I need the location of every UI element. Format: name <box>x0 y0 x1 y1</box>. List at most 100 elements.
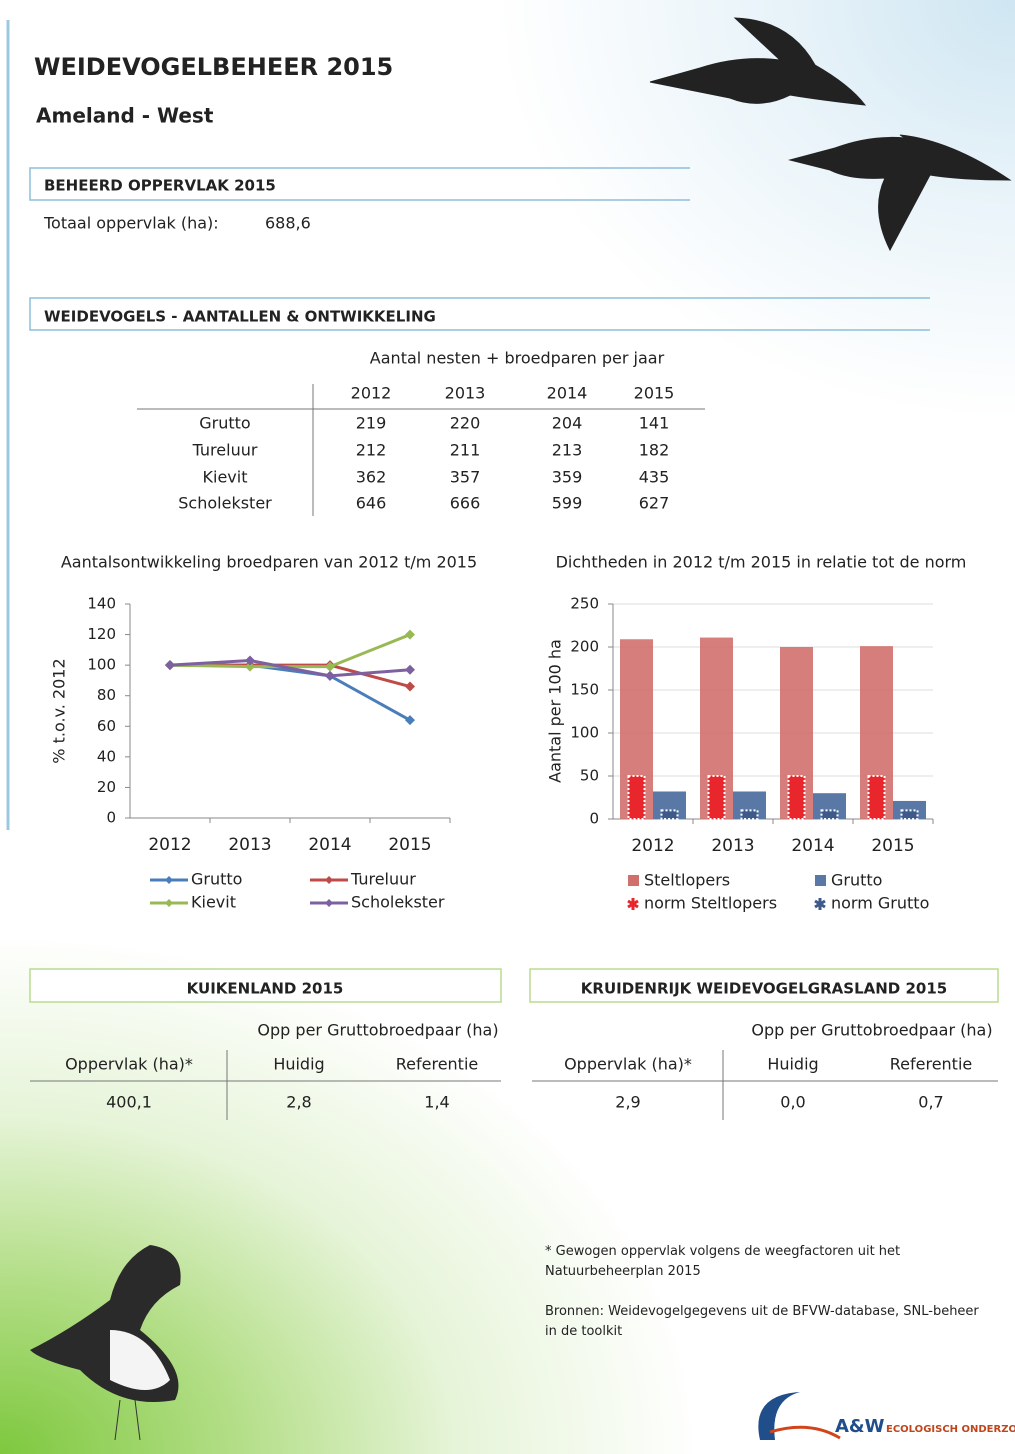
axis-label: Aantal per 100 ha <box>546 639 565 783</box>
field-label: Totaal oppervlak (ha): <box>43 214 219 233</box>
bird-illustration <box>30 1180 181 1441</box>
y-tick-label: 0 <box>589 810 599 828</box>
section-box <box>529 968 999 1003</box>
column-header: Referentie <box>396 1055 479 1074</box>
y-tick-label: 60 <box>97 717 116 735</box>
y-tick-label: 120 <box>87 625 116 643</box>
y-tick-label: 200 <box>570 638 599 656</box>
bar <box>820 809 839 821</box>
point <box>325 670 335 681</box>
legend-swatch <box>627 898 639 910</box>
section-box <box>29 968 502 1003</box>
point <box>405 629 415 640</box>
column-header: Huidig <box>767 1055 818 1074</box>
cell: 646 <box>356 494 387 513</box>
cell: 599 <box>552 494 583 513</box>
y-tick-label: 0 <box>106 809 116 827</box>
footnote: * Gewogen oppervlak volgens de weegfacto… <box>545 1244 901 1279</box>
y-tick-label: 140 <box>87 595 116 613</box>
legend-label: norm Grutto <box>831 894 929 913</box>
column-header: 2013 <box>445 384 486 403</box>
legend-swatch <box>325 876 333 884</box>
bar <box>787 775 806 820</box>
cell: 2,8 <box>286 1093 311 1112</box>
x-tick-label: 2014 <box>308 835 351 855</box>
legend-label: Tureluur <box>350 870 416 889</box>
cell: 0,7 <box>918 1093 943 1112</box>
cell: 204 <box>552 414 583 433</box>
column-header: Huidig <box>273 1055 324 1074</box>
legend-label: Kievit <box>191 893 236 912</box>
column-header: 2015 <box>634 384 675 403</box>
point <box>325 661 335 672</box>
y-tick-label: 100 <box>87 656 116 674</box>
cell: 362 <box>356 468 387 487</box>
x-tick-label: 2015 <box>388 835 431 855</box>
x-tick-label: 2014 <box>791 836 834 856</box>
x-tick-label: 2012 <box>631 836 674 856</box>
title: WEIDEVOGELBEHEER 2015 <box>34 53 393 81</box>
x-tick-label: 2012 <box>148 835 191 855</box>
cell: 219 <box>356 414 387 433</box>
point <box>245 655 255 666</box>
cell: 182 <box>639 441 670 460</box>
legend-label: norm Steltlopers <box>644 894 777 913</box>
point <box>405 681 415 692</box>
cell: 211 <box>450 441 481 460</box>
line-series <box>169 633 411 669</box>
legend-label: Grutto <box>831 871 882 890</box>
legend-label: Grutto <box>191 870 242 889</box>
cell: 2,9 <box>615 1093 640 1112</box>
field-value: 688,6 <box>265 214 311 233</box>
section-heading: KRUIDENRIJK WEIDEVOGELGRASLAND 2015 <box>581 980 947 998</box>
section-heading: BEHEERD OPPERVLAK 2015 <box>44 177 276 195</box>
cell: 0,0 <box>780 1093 805 1112</box>
legend-swatch <box>628 875 639 886</box>
y-tick-label: 80 <box>97 686 116 704</box>
row-label: Scholekster <box>178 494 272 513</box>
cell: 213 <box>552 441 583 460</box>
column-header: 2014 <box>547 384 588 403</box>
column-header: 2012 <box>351 384 392 403</box>
section-heading: WEIDEVOGELS - AANTALLEN & ONTWIKKELING <box>44 308 436 326</box>
group-header: Opp per Gruttobroedpaar (ha) <box>257 1021 498 1040</box>
x-tick-label: 2015 <box>871 836 914 856</box>
column-header: Oppervlak (ha)* <box>564 1055 692 1074</box>
x-tick-label: 2013 <box>711 836 754 856</box>
cell: 435 <box>639 468 670 487</box>
section-box <box>29 297 930 331</box>
line-series <box>169 659 411 678</box>
axis-label: % t.o.v. 2012 <box>50 658 69 763</box>
section-heading: KUIKENLAND 2015 <box>187 980 344 998</box>
row-label: Tureluur <box>192 441 258 460</box>
legend-label: Steltlopers <box>644 871 730 890</box>
group-header: Opp per Gruttobroedpaar (ha) <box>751 1021 992 1040</box>
cell: 666 <box>450 494 481 513</box>
y-tick-label: 150 <box>570 681 599 699</box>
bar <box>660 809 679 821</box>
legend-swatch <box>165 899 173 907</box>
bar <box>900 809 919 821</box>
cell: 141 <box>639 414 670 433</box>
legend-label: Scholekster <box>351 893 445 912</box>
cell: 357 <box>450 468 481 487</box>
cell: 359 <box>552 468 583 487</box>
subtitle: Ameland - West <box>36 104 214 128</box>
cell: 1,4 <box>424 1093 449 1112</box>
y-tick-label: 250 <box>570 595 599 613</box>
bar <box>867 775 886 820</box>
cell: 212 <box>356 441 387 460</box>
point <box>405 715 415 726</box>
logo-tagline: ECOLOGISCH ONDERZOEK <box>886 1424 1015 1435</box>
x-tick-label: 2013 <box>228 835 271 855</box>
y-tick-label: 100 <box>570 724 599 742</box>
cell: 400,1 <box>106 1093 152 1112</box>
y-tick-label: 20 <box>97 778 116 796</box>
bird-illustration <box>649 17 1012 252</box>
chart-title: Aantalsontwikkeling broedparen van 2012 … <box>61 553 477 572</box>
point <box>165 660 175 671</box>
bar <box>627 775 646 820</box>
legend-swatch <box>165 876 173 884</box>
